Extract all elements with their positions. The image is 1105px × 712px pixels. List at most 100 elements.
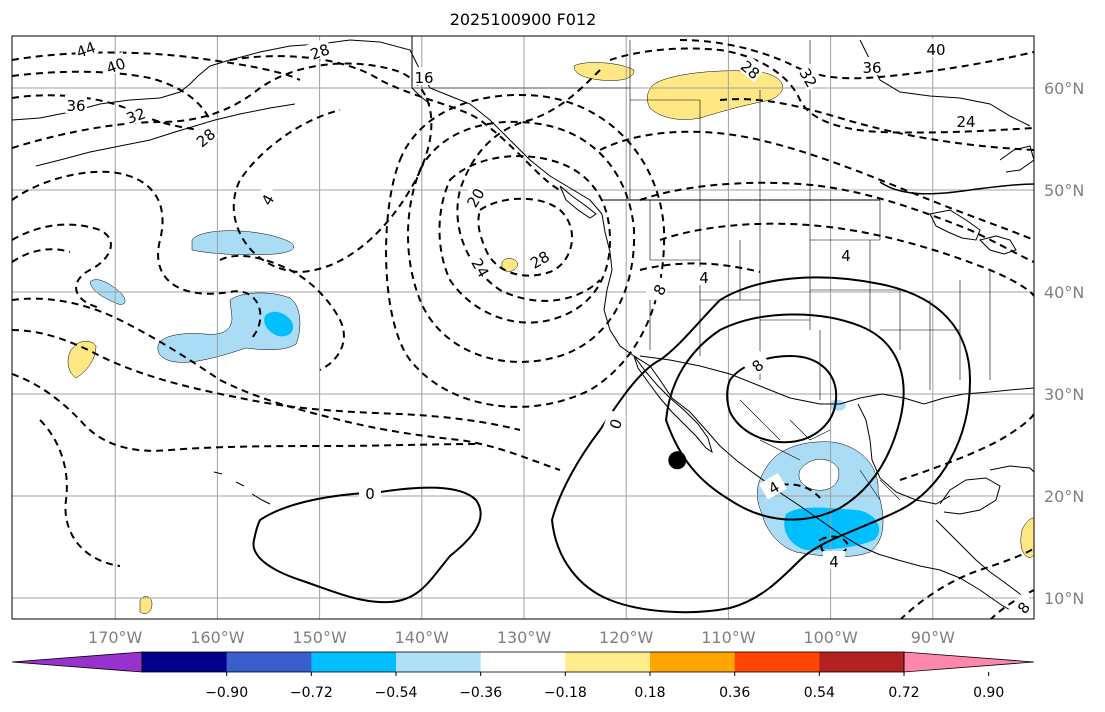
contour-line [639,262,761,273]
yellow-patch [573,62,635,81]
state-borders [649,200,991,400]
contour-label-bg [644,274,672,304]
contour-label: 36 [862,59,881,77]
contour-label-bg [190,122,219,151]
contour-label-bg [305,37,333,63]
contour-label: 4 [829,553,839,571]
contours [12,39,1034,619]
contour-line [609,47,1034,134]
contour-label-bg [861,57,883,75]
contour-label-bg [955,111,977,129]
dashed-contours [12,39,1034,619]
contour-label-bg [693,267,715,285]
latitude-tick-label: 60°N [1044,79,1084,98]
contour-label-bg [601,409,627,437]
contour-label-bg [1008,592,1034,619]
contour-label-bg [101,51,129,77]
colorbar-tick-label: −0.18 [544,685,587,701]
colorbar [11,651,1035,673]
contour-line [879,181,1034,195]
solid-contours [252,181,1034,614]
contour-label-bg [252,184,280,214]
contour-line [12,94,201,131]
colorbar-frame [141,651,905,673]
contour-line-four [664,313,905,521]
latitude-tick-label: 10°N [1044,589,1084,608]
contour-line [599,130,1034,241]
colorbar-segment [480,652,566,672]
colorbar-min-extend [11,651,143,673]
light-blue-patch [191,230,294,256]
aleutians [35,103,296,167]
colorbar-tick-label: 0.54 [804,685,835,701]
contour-line-zero [252,486,482,604]
contour-line [39,419,121,567]
baja-california [633,355,713,454]
yucatan [939,477,1001,515]
latitude-tick-label: 50°N [1044,181,1084,200]
yellow-patch [1020,517,1034,558]
colorbar-tick-label: 0.72 [888,685,919,701]
graticule [12,36,1034,619]
contour-label-bg [71,36,99,61]
coastlines [12,36,1034,617]
cuba [989,465,1034,473]
longitude-tick-label: 100°W [803,628,858,647]
longitude-tick-label: 150°W [292,628,347,647]
longitude-tick-label: 130°W [497,628,552,647]
contour-label-bg [758,472,788,500]
hawaii-islands [213,471,271,505]
colorbar-segment [311,652,397,672]
contour-label: 28 [308,40,332,63]
contour-line [12,297,561,471]
north-america-west-coast [601,213,1021,617]
colorbar-segment [226,652,312,672]
longitude-tick-labels: 170°W 160°W 150°W 140°W 130°W 120°W 110°W 100°W… [88,628,955,647]
contour-label-bg [468,252,496,282]
colorbar-tick-labels: −0.90 −0.72 −0.54 −0.36 −0.18 0.18 0.36 0.54 0.7… [205,672,1004,701]
canada-provinces [412,40,811,200]
contour-line [989,589,1034,619]
contour-label: 40 [926,41,945,59]
contour-label: 24 [956,113,975,131]
contour-line [438,155,612,324]
alaska-coast [12,39,603,215]
colorbar-tick-label: 0.18 [634,685,665,701]
colorbar-tick-label: −0.54 [375,685,418,701]
longitude-tick-label: 110°W [701,628,756,647]
vancouver-island [559,185,597,219]
contour-line [219,254,345,371]
contour-line [12,170,262,341]
us-mexico-border [639,355,840,405]
colorbar-segment [650,652,736,672]
yellow-patch [647,70,783,120]
latitude-tick-label: 40°N [1044,283,1084,302]
latitude-tick-label: 20°N [1044,487,1084,506]
longitude-tick-label: 160°W [190,628,245,647]
colorbar-segment [396,652,482,672]
blue-patch [264,311,294,337]
colorbar-tick-label: −0.90 [205,685,248,701]
contour-label: 4 [699,269,709,287]
colorbar-segment [734,652,820,672]
colorbar-tick-label: −0.72 [290,685,333,701]
contour-line [12,373,481,452]
location-marker [668,451,687,470]
newfoundland-coast [999,145,1034,173]
contour-label-bg [835,245,857,263]
colorbar-tick-label: −0.36 [459,685,502,701]
map-frame [11,35,1035,620]
gulf-coast [839,387,1034,405]
longitude-tick-label: 90°W [911,628,955,647]
contour-line [12,248,71,263]
great-lakes [979,235,1017,255]
contour-label-bg [359,483,381,501]
yellow-patch [139,596,153,614]
contour-label-bg [121,101,149,127]
mexico-states [739,399,901,501]
contour-line [229,55,561,191]
contour-label-bg [65,95,87,113]
contour-label-bg [737,54,766,83]
